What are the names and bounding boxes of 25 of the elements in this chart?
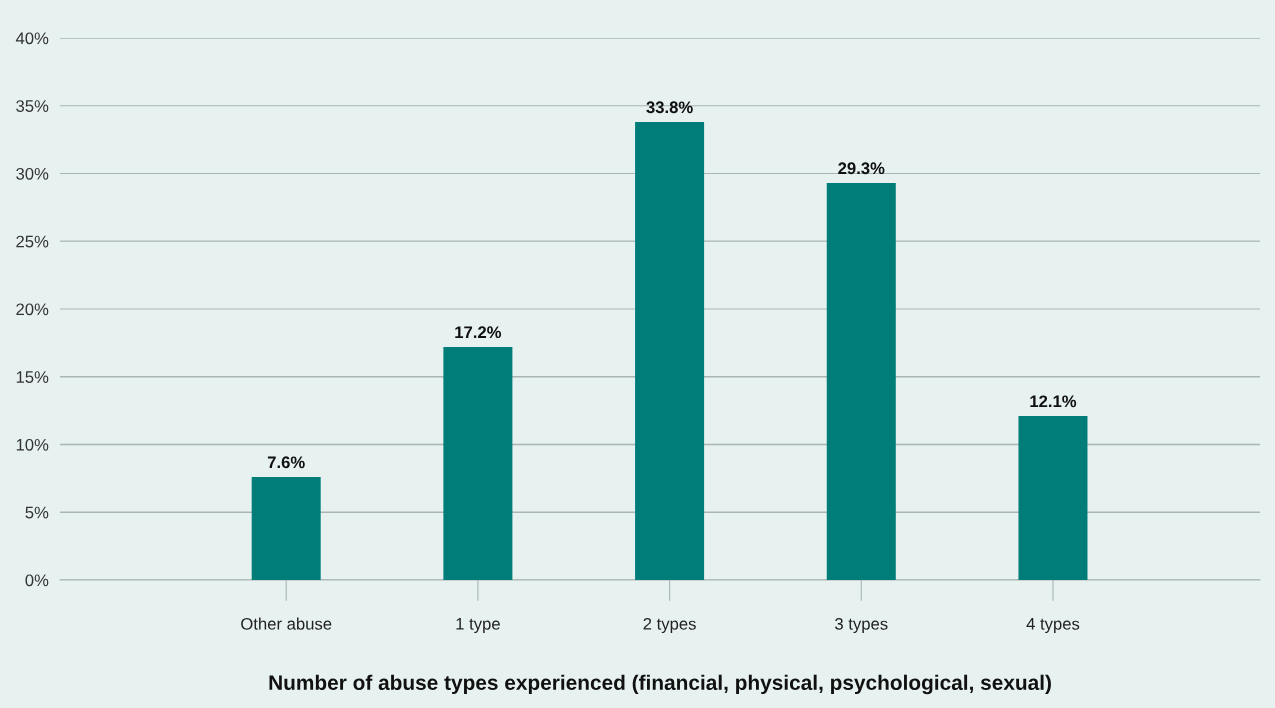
x-tick-label: 4 types bbox=[1026, 618, 1080, 634]
y-tick-label: 0% bbox=[25, 574, 49, 587]
data-label: 29.3% bbox=[838, 162, 885, 175]
bar bbox=[635, 122, 705, 580]
data-label: 7.6% bbox=[267, 456, 305, 469]
y-tick-label: 20% bbox=[16, 303, 49, 316]
bar bbox=[1018, 416, 1088, 580]
y-tick-label: 15% bbox=[16, 371, 49, 383]
x-tick-label: 2 types bbox=[643, 617, 696, 634]
bar bbox=[251, 477, 321, 580]
x-tick-label: 3 types bbox=[835, 617, 888, 634]
y-tick-label: 40% bbox=[15, 32, 49, 45]
y-tick-label: 35% bbox=[16, 100, 49, 112]
x-axis-title: Number of abuse types experienced (financial, physical, psychological, sexual) bbox=[269, 674, 1051, 695]
y-tick-label: 5% bbox=[25, 506, 49, 519]
x-tick-label: 1 type bbox=[456, 618, 500, 634]
bar bbox=[443, 346, 513, 580]
bar bbox=[826, 182, 896, 580]
y-tick-label: 30% bbox=[16, 167, 49, 180]
x-tick-label: Other abuse bbox=[241, 617, 332, 630]
y-tick-label: 25% bbox=[16, 235, 49, 248]
data-label: 12.1% bbox=[1030, 395, 1077, 408]
data-label: 17.2% bbox=[455, 326, 502, 339]
data-label: 33.8% bbox=[646, 101, 693, 114]
y-tick-label: 10% bbox=[16, 438, 49, 451]
